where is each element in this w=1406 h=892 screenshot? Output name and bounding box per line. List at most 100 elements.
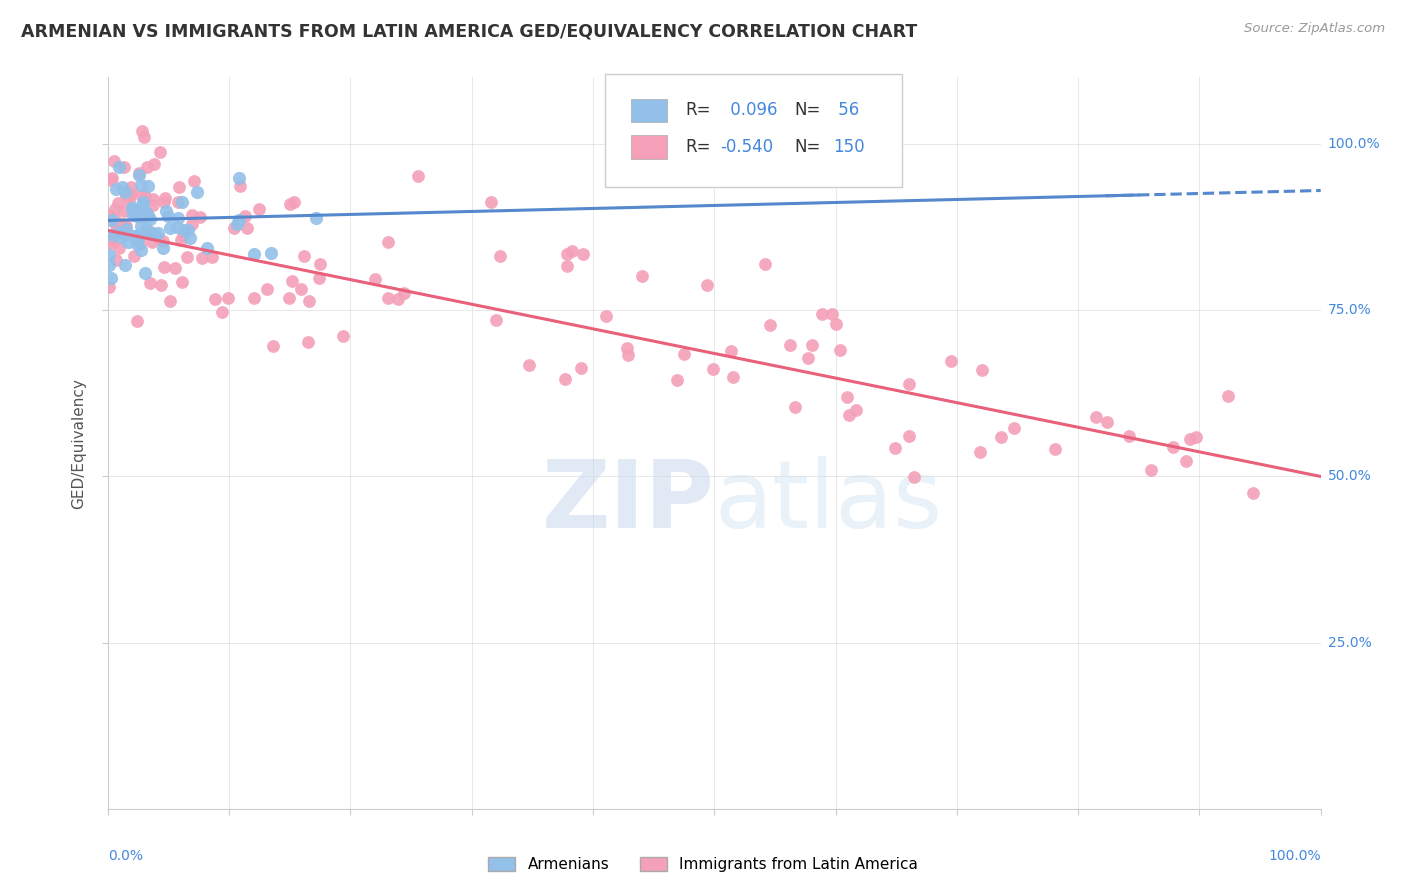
Point xyxy=(115,222,138,236)
Point xyxy=(103,153,125,168)
Point xyxy=(134,189,156,203)
Point xyxy=(176,222,198,236)
Point xyxy=(146,227,169,241)
Point xyxy=(170,194,193,209)
Point xyxy=(191,251,214,265)
Point xyxy=(204,292,226,306)
Point xyxy=(309,257,332,271)
Point xyxy=(217,291,239,305)
Point xyxy=(122,206,145,220)
Point xyxy=(114,185,136,199)
Point xyxy=(153,260,176,274)
Point xyxy=(128,168,150,182)
Point xyxy=(131,219,153,234)
Point xyxy=(98,232,121,246)
Point xyxy=(101,228,124,243)
Point xyxy=(135,205,157,219)
Point xyxy=(129,237,152,252)
Point xyxy=(152,241,174,255)
Point xyxy=(228,213,250,227)
Text: 0.0%: 0.0% xyxy=(108,849,143,863)
Point xyxy=(129,243,152,257)
Point xyxy=(616,341,638,355)
Point xyxy=(127,228,149,243)
Text: 150: 150 xyxy=(834,138,865,156)
Point xyxy=(125,237,148,252)
Text: ARMENIAN VS IMMIGRANTS FROM LATIN AMERICA GED/EQUIVALENCY CORRELATION CHART: ARMENIAN VS IMMIGRANTS FROM LATIN AMERIC… xyxy=(21,22,917,40)
Legend: Armenians, Immigrants from Latin America: Armenians, Immigrants from Latin America xyxy=(479,849,927,880)
Point xyxy=(233,209,256,223)
Point xyxy=(406,169,429,184)
Point xyxy=(201,250,224,264)
Point xyxy=(256,282,278,296)
Point xyxy=(114,219,136,234)
Point xyxy=(139,277,162,291)
Point xyxy=(170,233,193,247)
Text: N=: N= xyxy=(794,102,821,120)
Point xyxy=(143,227,166,241)
Point xyxy=(122,205,145,219)
Point xyxy=(165,261,187,276)
Point xyxy=(107,160,129,174)
Point xyxy=(136,178,159,193)
Point xyxy=(838,408,860,422)
Point xyxy=(149,145,172,160)
Point xyxy=(235,221,257,235)
Point xyxy=(117,235,139,249)
Point xyxy=(115,187,138,202)
Point xyxy=(167,211,190,226)
Point xyxy=(112,204,135,219)
Point xyxy=(696,278,718,293)
Text: R=: R= xyxy=(685,138,710,156)
Point xyxy=(172,228,194,243)
Text: -0.540: -0.540 xyxy=(720,138,773,156)
Point xyxy=(135,222,157,236)
Point xyxy=(127,232,149,246)
Point xyxy=(128,166,150,180)
Point xyxy=(121,202,143,216)
Point xyxy=(278,196,301,211)
Point xyxy=(262,339,284,353)
Point xyxy=(517,358,540,372)
Point xyxy=(100,173,122,187)
Point xyxy=(884,441,907,455)
Point xyxy=(129,187,152,202)
Point xyxy=(1218,388,1240,402)
Point xyxy=(1095,415,1118,429)
Point xyxy=(167,194,190,209)
Point xyxy=(129,178,152,193)
Point xyxy=(1002,420,1025,434)
Point xyxy=(139,225,162,239)
Point xyxy=(387,292,409,306)
Point xyxy=(561,244,583,258)
Point xyxy=(569,361,592,376)
Point xyxy=(969,444,991,458)
Point xyxy=(797,351,820,365)
Text: ZIP: ZIP xyxy=(541,456,714,548)
Point xyxy=(1180,432,1202,446)
Point xyxy=(114,258,136,272)
Point xyxy=(103,211,125,226)
Point xyxy=(122,201,145,215)
Point xyxy=(166,219,188,234)
Point xyxy=(157,209,180,223)
Point xyxy=(759,318,782,333)
Point xyxy=(720,344,742,359)
Point xyxy=(243,247,266,261)
Point xyxy=(249,202,271,217)
Point xyxy=(141,226,163,240)
Point xyxy=(702,362,724,376)
Point xyxy=(110,230,132,244)
Point xyxy=(141,198,163,212)
Point xyxy=(98,259,121,273)
Point xyxy=(114,219,136,234)
Point xyxy=(131,123,153,137)
Point xyxy=(297,335,319,350)
Point xyxy=(112,160,135,174)
Point xyxy=(173,224,195,238)
Point xyxy=(783,400,806,414)
Point xyxy=(132,195,155,210)
Point xyxy=(101,235,124,250)
Point xyxy=(903,469,925,483)
Point xyxy=(150,277,173,292)
